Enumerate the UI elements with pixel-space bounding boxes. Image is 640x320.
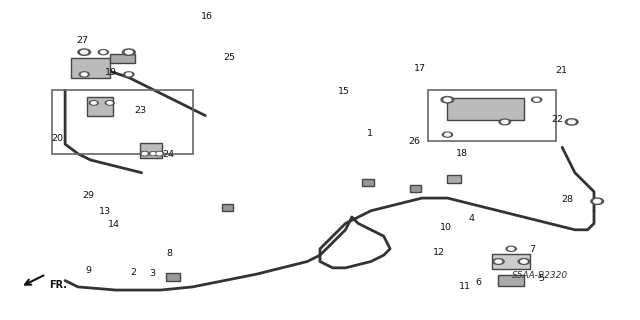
Circle shape: [79, 72, 90, 77]
Circle shape: [565, 119, 578, 125]
Circle shape: [493, 259, 504, 264]
Circle shape: [157, 152, 162, 155]
Circle shape: [100, 51, 106, 53]
Circle shape: [122, 49, 135, 55]
Bar: [88, 97, 113, 116]
Circle shape: [442, 132, 452, 137]
Circle shape: [532, 97, 541, 102]
Text: 12: 12: [433, 248, 445, 258]
Text: 25: 25: [223, 53, 236, 62]
Text: 15: 15: [338, 87, 350, 96]
Circle shape: [142, 152, 147, 155]
Circle shape: [495, 260, 502, 263]
Text: 1: 1: [367, 129, 372, 138]
Text: 4: 4: [468, 213, 475, 222]
Circle shape: [90, 101, 99, 105]
Text: 3: 3: [149, 269, 156, 278]
Text: 19: 19: [105, 68, 117, 76]
Circle shape: [499, 119, 511, 125]
Circle shape: [568, 120, 575, 124]
Circle shape: [108, 102, 112, 104]
Text: 16: 16: [201, 12, 213, 21]
Text: 18: 18: [456, 148, 467, 157]
Circle shape: [591, 198, 604, 204]
Text: 27: 27: [76, 36, 88, 45]
Circle shape: [534, 98, 540, 101]
Circle shape: [518, 259, 530, 264]
Text: 8: 8: [166, 249, 172, 258]
Circle shape: [444, 98, 451, 101]
Bar: [447, 98, 524, 120]
Circle shape: [125, 50, 132, 54]
Text: 2: 2: [131, 268, 136, 277]
Circle shape: [506, 246, 516, 252]
Text: 5: 5: [539, 275, 545, 284]
Circle shape: [155, 151, 164, 156]
Circle shape: [99, 50, 108, 55]
Text: 9: 9: [86, 266, 92, 275]
Text: 10: 10: [440, 223, 452, 232]
Bar: [447, 175, 461, 183]
Text: 20: 20: [51, 134, 63, 143]
Bar: [410, 185, 421, 192]
Circle shape: [81, 50, 88, 54]
Circle shape: [92, 102, 96, 104]
Bar: [166, 273, 180, 281]
Bar: [362, 179, 374, 186]
Text: 23: 23: [134, 106, 147, 115]
Bar: [222, 204, 234, 211]
Text: 6: 6: [475, 278, 481, 287]
Circle shape: [508, 247, 514, 250]
Circle shape: [124, 72, 134, 77]
Circle shape: [445, 133, 451, 136]
Circle shape: [521, 260, 527, 263]
Circle shape: [126, 73, 132, 76]
Text: S5AA-B2320: S5AA-B2320: [513, 271, 568, 280]
Text: 21: 21: [555, 66, 567, 75]
Bar: [140, 142, 163, 158]
Text: 24: 24: [163, 150, 174, 159]
Text: 13: 13: [99, 207, 111, 216]
Text: 22: 22: [552, 115, 564, 124]
Circle shape: [140, 151, 149, 156]
Circle shape: [149, 152, 157, 156]
Circle shape: [105, 101, 114, 105]
Bar: [492, 253, 531, 269]
Circle shape: [441, 97, 454, 103]
Circle shape: [151, 153, 155, 155]
Bar: [499, 275, 524, 286]
Text: 26: 26: [408, 137, 420, 147]
Circle shape: [78, 49, 91, 55]
Text: 7: 7: [529, 245, 535, 254]
Bar: [109, 54, 135, 63]
Text: 14: 14: [108, 220, 120, 229]
Circle shape: [81, 73, 87, 76]
Circle shape: [594, 199, 601, 203]
Text: 11: 11: [460, 282, 471, 291]
Text: 28: 28: [561, 195, 573, 204]
Circle shape: [502, 120, 508, 124]
Bar: [72, 59, 109, 77]
Text: FR.: FR.: [49, 280, 67, 290]
Text: 29: 29: [83, 191, 95, 200]
Text: 17: 17: [414, 64, 426, 74]
